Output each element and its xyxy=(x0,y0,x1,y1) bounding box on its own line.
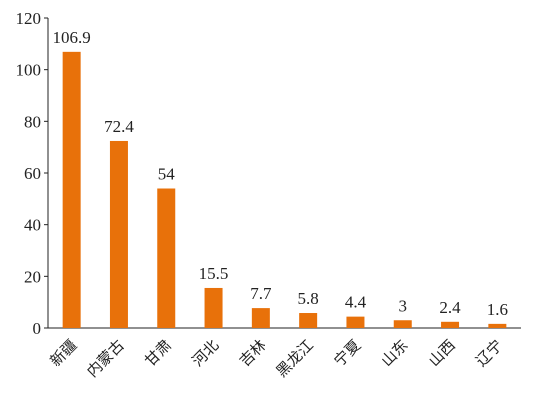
bar-value-label: 54 xyxy=(158,165,176,184)
bars xyxy=(62,51,507,328)
bar-value-label: 15.5 xyxy=(199,264,229,283)
bar xyxy=(393,320,412,328)
y-tick-label: 80 xyxy=(24,112,41,131)
bar xyxy=(441,321,460,328)
category-label: 黑龙江 xyxy=(272,336,317,381)
bar-value-label: 2.4 xyxy=(439,298,461,317)
category-label: 吉林 xyxy=(236,336,270,370)
category-label: 新疆 xyxy=(47,336,81,370)
bar xyxy=(157,188,176,328)
bar-value-label: 106.9 xyxy=(53,28,91,47)
bar-value-label: 72.4 xyxy=(104,117,134,136)
category-label: 内蒙古 xyxy=(83,336,128,381)
y-tick-label: 60 xyxy=(24,164,41,183)
bar xyxy=(204,287,223,328)
bar-value-label: 4.4 xyxy=(345,293,367,312)
category-label: 山东 xyxy=(378,336,412,370)
bar-value-label: 3 xyxy=(399,296,408,315)
bar xyxy=(62,51,81,328)
y-tick-label: 40 xyxy=(24,216,41,235)
y-tick-label: 100 xyxy=(16,61,42,80)
bar-value-label: 5.8 xyxy=(298,289,319,308)
bar xyxy=(346,316,365,328)
bar xyxy=(109,140,128,328)
category-label: 辽宁 xyxy=(472,336,506,370)
y-tick-label: 20 xyxy=(24,267,41,286)
category-label: 宁夏 xyxy=(330,336,364,370)
bar xyxy=(488,323,507,328)
category-label: 河北 xyxy=(188,336,222,370)
bar xyxy=(251,308,270,328)
category-label: 山西 xyxy=(425,336,459,370)
bar xyxy=(299,313,318,328)
y-axis: 0 20 40 60 80 100 120 xyxy=(16,9,49,338)
value-labels: 106.9 72.4 54 15.5 7.7 5.8 4.4 3 2.4 1.6 xyxy=(53,28,508,319)
bar-value-label: 7.7 xyxy=(250,284,272,303)
bar-value-label: 1.6 xyxy=(487,300,508,319)
category-label: 甘肃 xyxy=(141,336,175,370)
y-tick-label: 120 xyxy=(16,9,42,28)
y-tick-label: 0 xyxy=(33,319,42,338)
category-labels: 新疆 内蒙古 甘肃 河北 吉林 黑龙江 宁夏 山东 山西 辽宁 xyxy=(47,336,507,381)
